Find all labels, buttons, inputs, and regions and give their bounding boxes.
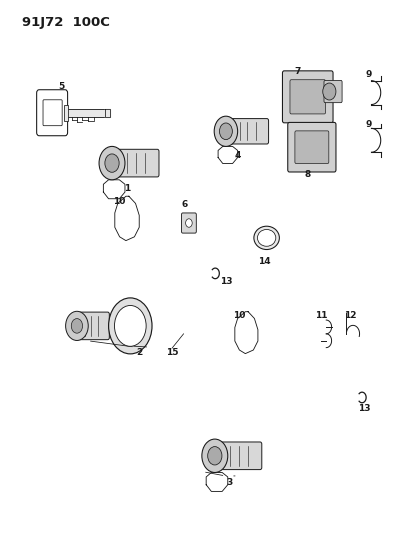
Text: 9: 9 (365, 69, 371, 78)
Circle shape (322, 83, 335, 100)
Circle shape (71, 319, 82, 333)
Polygon shape (105, 109, 110, 117)
Text: 12: 12 (343, 311, 356, 320)
FancyBboxPatch shape (282, 71, 332, 123)
Circle shape (99, 147, 125, 180)
FancyBboxPatch shape (294, 131, 328, 164)
Text: 4: 4 (234, 151, 240, 160)
Text: 10: 10 (112, 197, 125, 206)
Circle shape (66, 311, 88, 341)
Text: 8: 8 (304, 170, 310, 179)
FancyBboxPatch shape (116, 149, 159, 177)
Text: 3: 3 (226, 478, 232, 487)
Text: 11: 11 (314, 311, 327, 320)
Text: 13: 13 (220, 277, 233, 286)
Circle shape (214, 116, 237, 147)
Text: 2: 2 (136, 348, 142, 357)
Text: 13: 13 (357, 404, 370, 413)
Circle shape (114, 305, 146, 346)
FancyBboxPatch shape (287, 123, 335, 172)
FancyBboxPatch shape (323, 80, 341, 103)
Text: 1: 1 (123, 183, 130, 192)
Circle shape (108, 298, 152, 354)
Circle shape (207, 447, 221, 465)
Text: 9: 9 (365, 120, 371, 129)
Text: 5: 5 (58, 82, 64, 91)
Ellipse shape (253, 226, 279, 249)
Bar (65, 109, 105, 117)
Circle shape (104, 154, 119, 172)
Ellipse shape (257, 230, 275, 246)
Text: 15: 15 (165, 348, 178, 357)
Text: 7: 7 (294, 67, 300, 76)
Text: 14: 14 (258, 257, 270, 265)
Text: 91J72  100C: 91J72 100C (22, 16, 109, 29)
Text: 6: 6 (181, 200, 187, 209)
Circle shape (202, 439, 227, 472)
FancyBboxPatch shape (181, 213, 196, 233)
FancyBboxPatch shape (43, 100, 62, 126)
Bar (64, 105, 68, 120)
FancyBboxPatch shape (230, 119, 268, 144)
Circle shape (185, 219, 192, 227)
Circle shape (219, 123, 232, 140)
FancyBboxPatch shape (76, 312, 109, 340)
Text: 10: 10 (233, 311, 244, 320)
FancyBboxPatch shape (219, 442, 261, 470)
FancyBboxPatch shape (289, 80, 325, 114)
